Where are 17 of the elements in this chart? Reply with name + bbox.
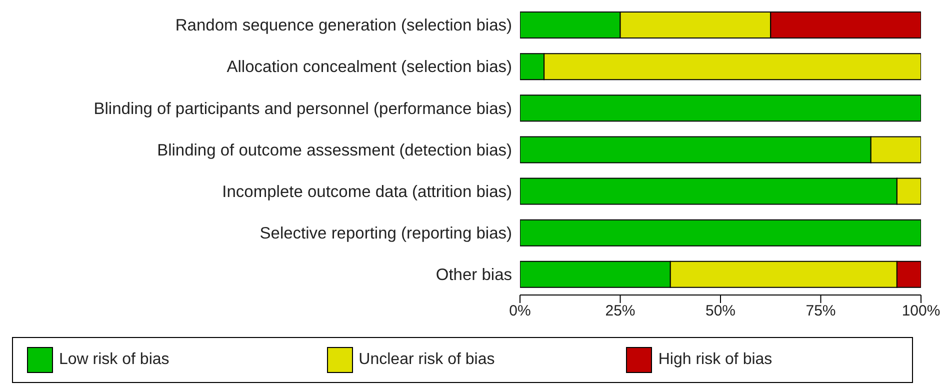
y-tick-label: Random sequence generation (selection bias) <box>175 16 512 35</box>
legend-label: High risk of bias <box>658 351 772 369</box>
legend-label: Unclear risk of bias <box>358 351 495 369</box>
x-tick-label: 25% <box>605 302 636 320</box>
x-tick-label: 100% <box>902 302 940 320</box>
x-tick-label: 75% <box>806 302 836 320</box>
legend-label: Low risk of bias <box>59 351 170 369</box>
y-tick-label: Allocation concealment (selection bias) <box>226 58 512 76</box>
y-tick-label: Incomplete outcome data (attrition bias) <box>222 182 512 201</box>
y-tick-label: Selective reporting (reporting bias) <box>260 224 512 242</box>
y-tick-label: Blinding of outcome assessment (detection bias) <box>157 141 512 160</box>
bar <box>520 94 921 122</box>
x-tick-label: 50% <box>705 302 736 320</box>
y-tick-label: Other bias <box>436 266 512 284</box>
bar <box>520 219 921 246</box>
x-tick-label: 0% <box>509 302 531 320</box>
y-tick-label: Blinding of participants and personnel (performance bias) <box>94 100 512 118</box>
